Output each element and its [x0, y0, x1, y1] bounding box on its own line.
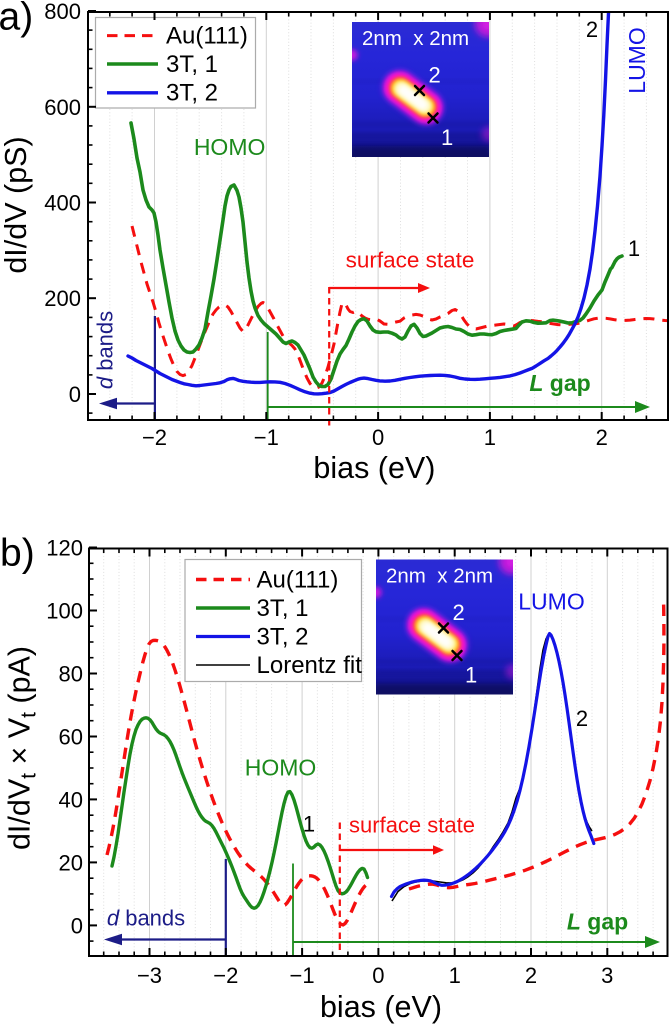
svg-text:Lorentz fit: Lorentz fit	[257, 652, 363, 679]
svg-text:surface state: surface state	[346, 248, 475, 273]
svg-text:0: 0	[69, 382, 81, 407]
svg-text:L gap: L gap	[567, 909, 628, 935]
svg-text:400: 400	[44, 191, 81, 216]
svg-text:3T, 1: 3T, 1	[166, 51, 218, 78]
svg-text:2: 2	[586, 17, 598, 42]
svg-text:3T, 2: 3T, 2	[257, 623, 309, 650]
svg-text:HOMO: HOMO	[194, 134, 266, 160]
svg-text:2: 2	[596, 425, 608, 450]
svg-text:−3: −3	[137, 963, 162, 988]
svg-text:b): b)	[0, 532, 35, 575]
svg-text:2: 2	[576, 706, 588, 731]
svg-text:surface state: surface state	[349, 813, 475, 838]
svg-text:0: 0	[372, 425, 384, 450]
svg-text:3: 3	[601, 963, 613, 988]
svg-text:1: 1	[303, 812, 315, 837]
svg-text:0: 0	[71, 913, 83, 938]
svg-text:1: 1	[628, 236, 640, 261]
svg-text:LUMO: LUMO	[624, 27, 650, 93]
svg-text:2: 2	[525, 963, 537, 988]
svg-text:−2: −2	[142, 425, 167, 450]
svg-text:800: 800	[44, 0, 81, 24]
svg-text:bias (eV): bias (eV)	[313, 451, 435, 485]
svg-text:d bands: d bands	[107, 906, 185, 931]
svg-text:−2: −2	[213, 963, 238, 988]
svg-text:Au(111): Au(111)	[257, 566, 339, 593]
svg-text:3T, 2: 3T, 2	[166, 80, 218, 107]
svg-text:3T, 1: 3T, 1	[257, 595, 309, 622]
svg-text:80: 80	[59, 662, 83, 687]
svg-text:L gap: L gap	[529, 370, 590, 396]
svg-text:100: 100	[46, 599, 83, 624]
svg-text:HOMO: HOMO	[245, 755, 317, 781]
svg-text:dI/dVt × Vt (pA): dI/dVt × Vt (pA)	[3, 646, 41, 850]
svg-text:bias (eV): bias (eV)	[320, 990, 442, 1024]
svg-text:0: 0	[372, 963, 384, 988]
svg-text:LUMO: LUMO	[518, 589, 584, 615]
svg-text:dI/dV (pS): dI/dV (pS)	[0, 136, 33, 273]
svg-text:a): a)	[0, 0, 33, 39]
svg-text:20: 20	[59, 850, 83, 875]
svg-text:1: 1	[484, 425, 496, 450]
svg-text:−1: −1	[290, 963, 315, 988]
svg-text:−1: −1	[254, 425, 279, 450]
svg-text:600: 600	[44, 95, 81, 120]
svg-text:60: 60	[59, 725, 83, 750]
svg-text:d bands: d bands	[93, 311, 118, 389]
svg-text:1: 1	[449, 963, 461, 988]
svg-text:40: 40	[59, 787, 83, 812]
svg-text:Au(111): Au(111)	[166, 23, 248, 50]
svg-text:120: 120	[46, 536, 83, 561]
svg-text:200: 200	[44, 286, 81, 311]
